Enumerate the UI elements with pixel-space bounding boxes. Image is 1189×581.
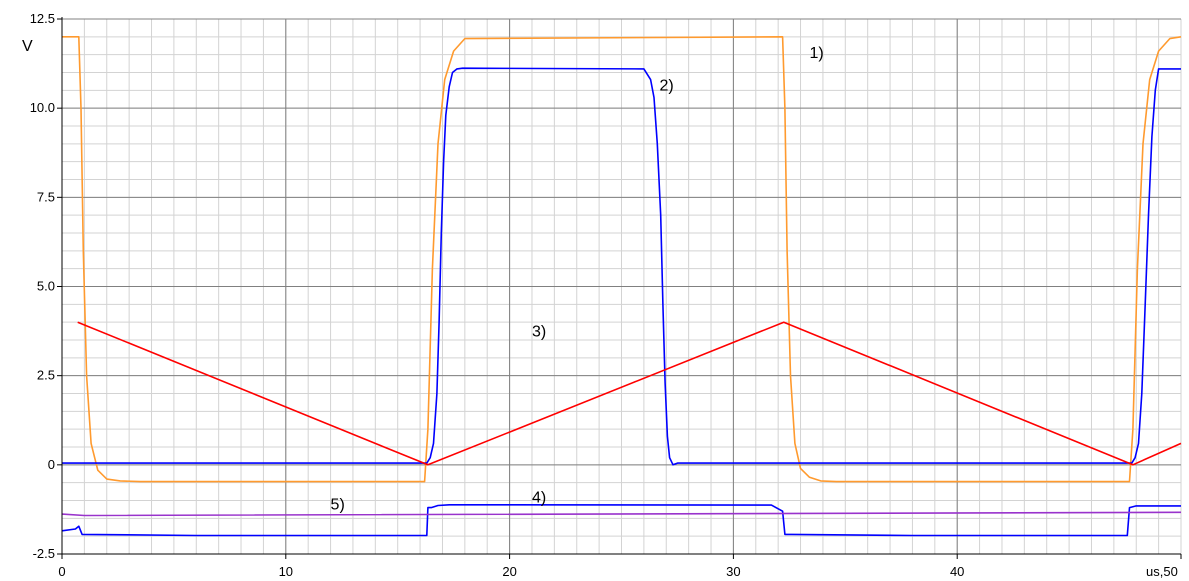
y-tick-label: 5.0	[37, 279, 55, 294]
series-label-5: 5)	[331, 496, 345, 513]
y-tick-label: 12.5	[30, 11, 55, 26]
x-tick-label: 40	[950, 564, 964, 579]
series-label-4: 4)	[532, 489, 546, 506]
y-unit-label: V	[22, 38, 33, 55]
series-label-layer: 1) 2) 3) 4) 5)	[331, 45, 824, 513]
series-line-2	[62, 67, 1181, 466]
x-unit-label: us,50	[1146, 564, 1178, 579]
x-tick-label: 10	[279, 564, 293, 579]
series-label-2: 2)	[660, 77, 674, 94]
series-label-1: 1)	[809, 45, 823, 62]
y-tick-label: -2.5	[33, 546, 55, 561]
y-tick-label: 7.5	[37, 189, 55, 204]
x-tick-label: 30	[726, 564, 740, 579]
series-line-4	[61, 503, 1181, 537]
axes-layer	[57, 17, 1182, 559]
y-tick-label: 0	[48, 457, 55, 472]
y-tick-label: 2.5	[37, 368, 55, 383]
x-tick-label: 0	[58, 564, 65, 579]
tick-label-layer: -2.502.55.07.510.012.50 10 20 30 40	[30, 11, 965, 579]
series-label-3: 3)	[532, 323, 546, 340]
series-line-1	[62, 35, 1182, 483]
series-line-3	[77, 321, 1182, 466]
series-layer	[61, 35, 1182, 537]
y-tick-label: 10.0	[30, 100, 55, 115]
series-line-5	[61, 511, 1182, 517]
x-tick-label: 20	[502, 564, 516, 579]
